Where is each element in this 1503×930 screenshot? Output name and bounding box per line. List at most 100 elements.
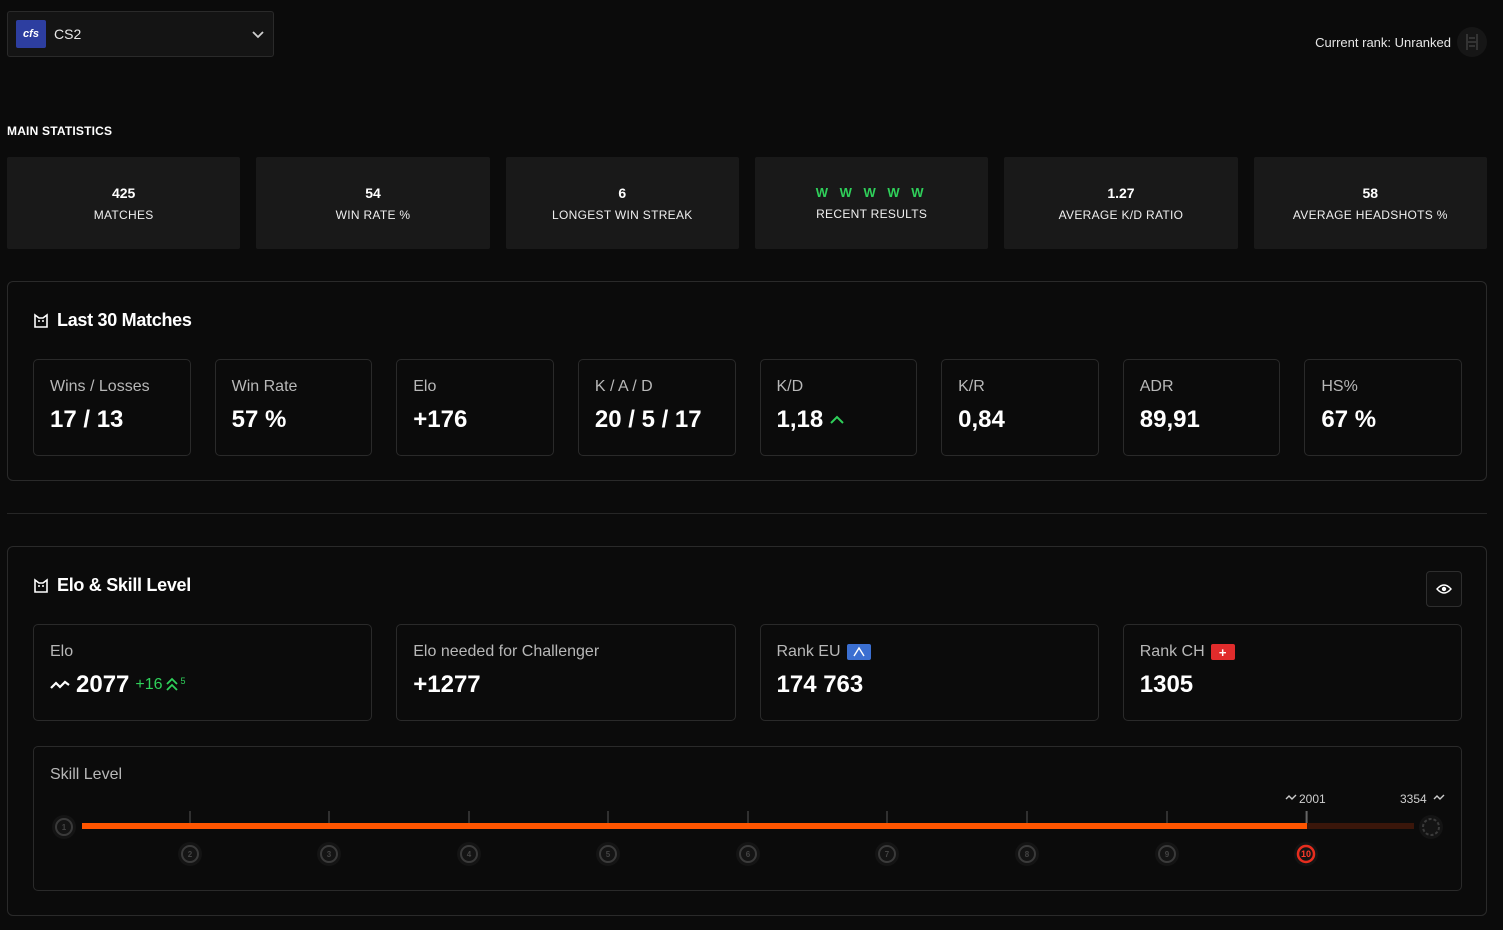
stat-label: MATCHES	[93, 207, 154, 222]
faceit-icon	[34, 577, 48, 593]
skill-level-label: Skill Level	[50, 766, 123, 783]
elo-trend-icon	[50, 680, 70, 689]
stat-value: 58	[1362, 184, 1379, 201]
chevron-down-icon	[252, 31, 264, 39]
level-number: 10	[1301, 849, 1311, 859]
double-chevron-up-icon	[165, 677, 178, 691]
stat-hs: HS% 67 %	[1304, 359, 1462, 456]
game-name: CS2	[54, 26, 82, 42]
mini-label: K / A / D	[594, 378, 653, 395]
value-text: 57 %	[231, 406, 287, 433]
challenger-value: +1277	[413, 671, 481, 698]
mini-label: K/D	[776, 378, 804, 395]
max-elo-label: 3354	[1400, 792, 1427, 806]
panel-title: Last 30 Matches	[57, 310, 192, 330]
mini-value: 20 / 5 / 17	[595, 406, 719, 434]
level-ring	[1158, 845, 1176, 863]
stat-wins-losses: Wins / Losses 17 / 13	[33, 359, 191, 456]
level-number: 3	[327, 850, 332, 859]
last-30-stats: Wins / Losses 17 / 13 Win Rate 57 % Elo …	[33, 359, 1462, 456]
mini-value: 57 %	[232, 406, 356, 434]
level-ring	[878, 845, 896, 863]
value-text: 67 %	[1321, 406, 1377, 433]
mini-label: Wins / Losses	[50, 378, 150, 395]
current-rank: Current rank: Unranked	[1315, 27, 1487, 57]
stat-label: LONGEST WIN STREAK	[552, 207, 693, 222]
main-statistics: 425 MATCHES 54 WIN RATE % 6 LONGEST WIN …	[7, 157, 1487, 249]
rank-badge-icon	[1457, 27, 1487, 57]
value-text: +176	[413, 406, 468, 433]
level-number: 1	[62, 823, 67, 832]
level-ring	[1296, 844, 1316, 864]
value-text: 17 / 13	[50, 406, 124, 433]
level-number: 4	[467, 850, 472, 859]
stat-card-avg-kd: 1.27 AVERAGE K/D RATIO	[1004, 157, 1238, 249]
level-number: 2	[188, 850, 193, 859]
rank-ch-value: 1305	[1139, 671, 1194, 698]
elo-diff-value: +16	[135, 676, 163, 693]
elo-card: Elo 2077 +16 5	[33, 624, 373, 721]
stat-label: AVERAGE HEADSHOTS %	[1292, 207, 1448, 222]
value-text: 0,84	[958, 406, 1005, 433]
trend-up-icon	[830, 415, 844, 424]
level-ring	[320, 845, 338, 863]
challenger-label: Elo needed for Challenger	[413, 643, 600, 660]
elo-trend-icon	[1285, 794, 1297, 800]
mini-value: +176	[413, 406, 537, 434]
elo-trend-icon	[1433, 794, 1445, 800]
eye-icon	[1436, 584, 1452, 594]
panel-header: Elo & Skill Level	[33, 575, 191, 596]
divider	[7, 513, 1487, 514]
mini-value: 1,18	[777, 406, 901, 434]
stat-kad: K / A / D 20 / 5 / 17	[577, 359, 736, 456]
recent-results-value: W W W W W	[815, 185, 928, 200]
elo-label: Elo	[50, 643, 74, 660]
mini-value: 89,91	[1140, 406, 1264, 434]
level-number: 7	[885, 850, 890, 859]
faceit-icon	[34, 312, 48, 328]
stat-card-avg-headshots: 58 AVERAGE HEADSHOTS %	[1253, 157, 1487, 249]
game-selector[interactable]: cfs CS2	[7, 11, 274, 57]
rank-ch-label: Rank CH	[1139, 643, 1205, 660]
value-text: 1,18	[776, 406, 824, 433]
elo-number: 2077	[76, 671, 130, 698]
elo-diff: +16 5	[135, 676, 185, 694]
level-number: 8	[1025, 850, 1030, 859]
level-ring	[1018, 845, 1036, 863]
eu-flag-icon	[846, 644, 871, 660]
level-ring	[739, 845, 757, 863]
elo-value: 2077 +16 5	[50, 671, 355, 699]
stat-win-rate: Win Rate 57 %	[214, 359, 373, 456]
game-logo: cfs	[16, 20, 46, 48]
level-number: 6	[746, 850, 751, 859]
stat-label: AVERAGE K/D RATIO	[1058, 207, 1184, 222]
stat-card-win-rate: 54 WIN RATE %	[256, 157, 490, 249]
toggle-visibility-button[interactable]	[1426, 571, 1462, 607]
value-text: 20 / 5 / 17	[594, 406, 702, 433]
mini-value: 0,84	[958, 406, 1082, 434]
stat-kr: K/R 0,84	[941, 359, 1099, 456]
elo-diff-sup: 5	[180, 676, 186, 686]
level-number: 5	[606, 850, 611, 859]
value-text: 89,91	[1139, 406, 1200, 433]
rank-ch-label-row: Rank CH +	[1140, 643, 1445, 661]
stat-card-matches: 425 MATCHES	[7, 157, 241, 249]
rank-eu-label: Rank EU	[776, 643, 841, 660]
stat-value: 1.27	[1107, 184, 1135, 201]
mini-label: Win Rate	[231, 378, 298, 395]
stat-elo: Elo +176	[396, 359, 554, 456]
level-ring	[55, 818, 73, 836]
stat-label: RECENT RESULTS	[816, 207, 928, 221]
stat-value: 425	[111, 184, 136, 201]
last-30-matches-panel: Last 30 Matches Wins / Losses 17 / 13 Wi…	[7, 281, 1487, 481]
level10-elo-label: 2001	[1299, 792, 1326, 806]
challenger-card: Elo needed for Challenger +1277	[396, 624, 736, 721]
mini-value: 67 %	[1321, 406, 1445, 434]
rank-eu-label-row: Rank EU	[777, 643, 1082, 661]
level-ring	[181, 845, 199, 863]
mini-label: Elo	[413, 378, 437, 395]
level-ring	[460, 845, 478, 863]
panel-title: Elo & Skill Level	[57, 575, 191, 595]
mini-label: HS%	[1321, 378, 1358, 395]
panel-header: Last 30 Matches	[33, 310, 192, 331]
